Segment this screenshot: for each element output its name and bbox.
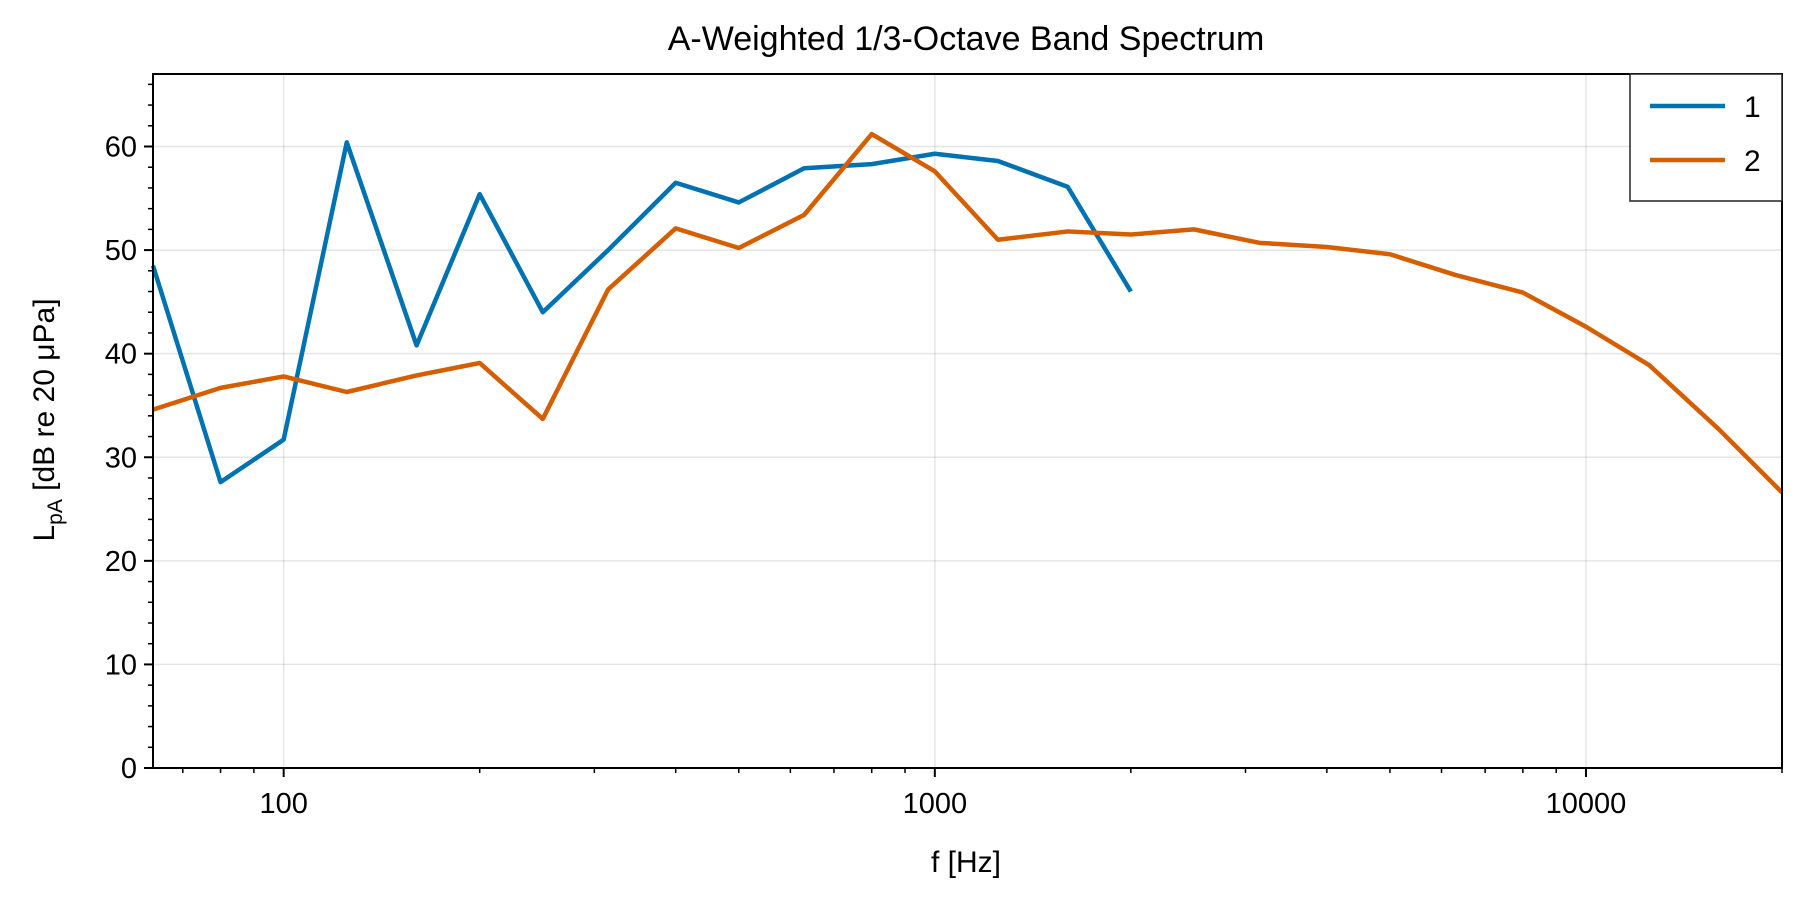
legend: 12 [1629, 73, 1783, 202]
series-line-2 [152, 131, 1784, 495]
y-tick-label: 40 [105, 339, 137, 371]
legend-label-1: 1 [1744, 91, 1761, 124]
series-line-1 [150, 140, 1133, 485]
y-axis-label-main: L [28, 525, 61, 542]
y-tick-label: 0 [121, 753, 137, 785]
y-axis-label-rest: [dB re 20 μPa] [28, 298, 61, 499]
x-axis-label: f [Hz] [931, 846, 1001, 879]
plot-frame [152, 73, 1783, 769]
legend-label-2: 2 [1744, 145, 1761, 178]
series-layer [150, 131, 1784, 495]
y-tick-label: 20 [105, 546, 137, 578]
y-axis-label: LpA [dB re 20 μPa] [28, 298, 67, 541]
grid-layer [153, 74, 1782, 769]
y-tick-label: 50 [105, 235, 137, 267]
x-tick-label: 100 [259, 788, 307, 820]
x-tick-label: 10000 [1546, 788, 1627, 820]
y-tick-label: 30 [105, 442, 137, 474]
y-tick-label: 60 [105, 132, 137, 164]
y-tick-label: 10 [105, 649, 137, 681]
chart-title: A-Weighted 1/3-Octave Band Spectrum [668, 20, 1265, 58]
legend-box [1629, 73, 1783, 202]
y-axis-label-sub: pA [44, 499, 67, 525]
x-tick-label: 1000 [903, 788, 968, 820]
axes-layer: 0 10 20 30 40 50 60 100 1000 10000 [105, 73, 1783, 820]
